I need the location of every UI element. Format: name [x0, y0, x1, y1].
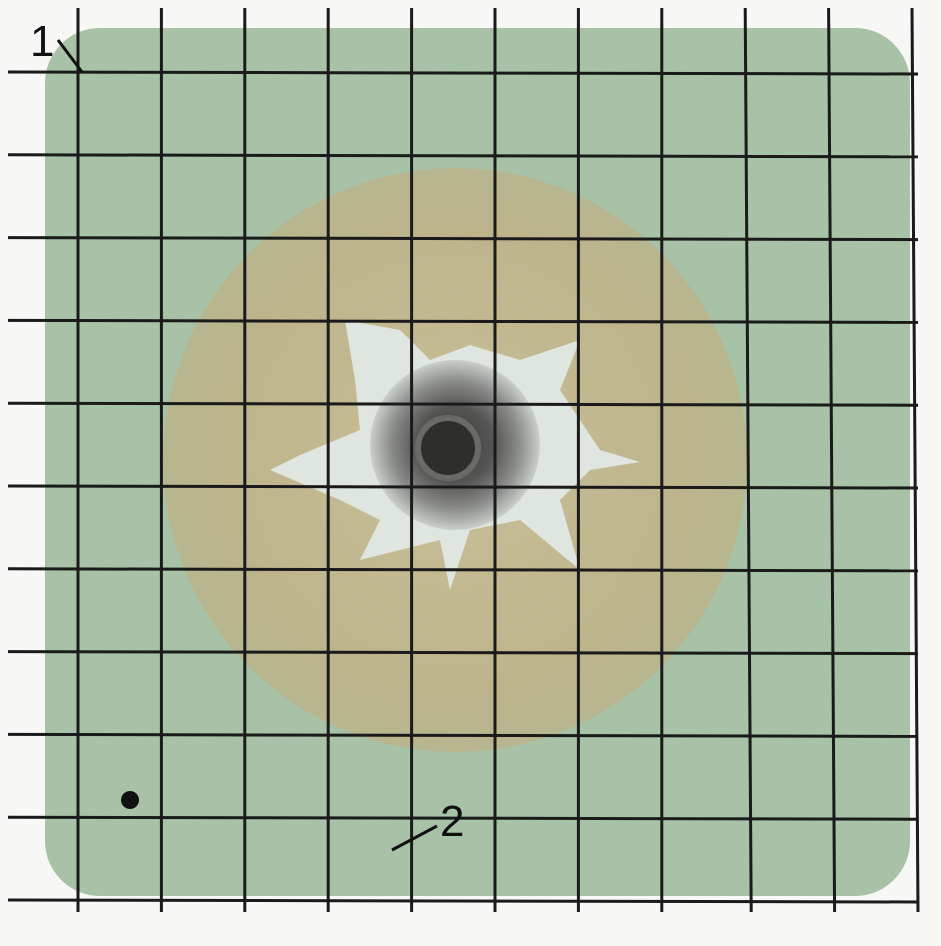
grid-horizontal — [8, 569, 918, 571]
crater-core — [418, 418, 478, 478]
grid-horizontal — [8, 403, 918, 405]
hole — [121, 791, 139, 809]
grid-horizontal — [8, 652, 918, 654]
grid-horizontal — [8, 155, 918, 157]
grid-horizontal — [8, 734, 918, 736]
grid-horizontal — [8, 900, 918, 902]
grid-horizontal — [8, 238, 918, 240]
grid-horizontal — [8, 486, 918, 488]
grid-horizontal — [8, 320, 918, 322]
grid-horizontal — [8, 72, 918, 74]
marker-2: 2 — [440, 797, 464, 846]
page: 1 2 (() => { const data = JSON.parse(doc… — [0, 0, 941, 946]
photo: 1 2 — [0, 0, 941, 946]
marker-1: 1 — [30, 17, 54, 66]
